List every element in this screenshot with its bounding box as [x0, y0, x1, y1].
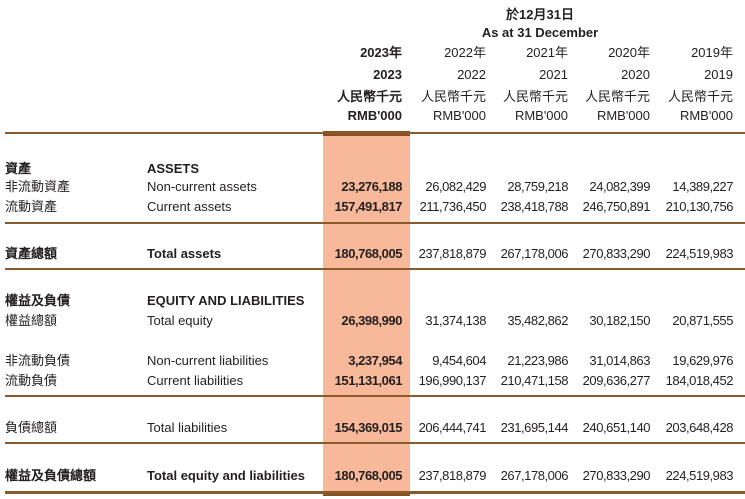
header-year-zh: 2022年 [444, 45, 486, 60]
cell-value: 231,695,144 [500, 420, 569, 435]
row-label-en: Current liabilities [147, 373, 244, 388]
cell-value: 270,833,290 [582, 246, 651, 261]
cell-value: 203,648,428 [665, 420, 734, 435]
row-label-zh: 權益及負債 [5, 293, 71, 308]
cell-value: 151,131,061 [334, 373, 403, 388]
header-unit-en: RMB'000 [679, 108, 733, 123]
cell-value: 210,471,158 [500, 373, 569, 388]
header-unit-en: RMB'000 [432, 108, 486, 123]
row-label-en: ASSETS [147, 161, 200, 176]
cell-value: 184,018,452 [665, 373, 734, 388]
rule [5, 222, 745, 224]
cell-value: 209,636,277 [582, 373, 651, 388]
row-label-en: Total assets [147, 246, 222, 261]
cell-value: 246,750,891 [582, 199, 651, 214]
row-label-zh: 權益及負債總額 [5, 468, 97, 483]
row-label-zh: 資產 [5, 161, 32, 176]
cell-value: 9,454,604 [432, 353, 486, 368]
cell-value: 210,130,756 [665, 199, 734, 214]
row-label-zh: 流動資產 [5, 199, 58, 214]
header-year-zh: 2023年 [360, 45, 402, 60]
cell-value: 23,276,188 [341, 179, 402, 194]
row-label-en: Total equity and liabilities [147, 468, 305, 483]
cell-value: 270,833,290 [582, 468, 651, 483]
cell-value: 21,223,986 [507, 353, 568, 368]
cell-value: 240,651,140 [582, 420, 651, 435]
rule [5, 268, 745, 270]
row-label-zh: 非流動資產 [5, 179, 71, 194]
header-unit-zh: 人民幣千元 [420, 89, 486, 104]
rule [5, 442, 745, 444]
cell-value: 267,178,006 [500, 246, 569, 261]
rule [5, 132, 745, 134]
header-year: 2019 [704, 67, 733, 82]
cell-value: 206,444,741 [418, 420, 487, 435]
date-en: As at 31 December [481, 25, 599, 40]
header-year: 2021 [539, 67, 568, 82]
cell-value: 154,369,015 [334, 420, 403, 435]
header-unit-zh: 人民幣千元 [502, 89, 568, 104]
cell-value: 24,082,399 [589, 179, 650, 194]
row-label-en: Non-current assets [147, 179, 257, 194]
date-zh: 於12月31日 [506, 7, 574, 22]
cell-value: 224,519,983 [665, 468, 734, 483]
row-label-en: Total liabilities [147, 420, 228, 435]
cell-value: 35,482,862 [507, 313, 568, 328]
header-unit-zh: 人民幣千元 [667, 89, 733, 104]
highlight-column-2023 [323, 133, 410, 495]
cell-value: 3,237,954 [348, 353, 402, 368]
row-label-en: Non-current liabilities [147, 353, 269, 368]
cell-value: 237,818,879 [418, 246, 487, 261]
header-unit-zh: 人民幣千元 [584, 89, 650, 104]
header-year: 2022 [457, 67, 486, 82]
row-label-zh: 非流動負債 [5, 353, 71, 368]
header-year-zh: 2019年 [691, 45, 733, 60]
cell-value: 31,014,863 [589, 353, 650, 368]
row-label-zh: 資產總額 [5, 246, 58, 261]
row-label-zh: 權益總額 [5, 313, 58, 328]
header-year-zh: 2020年 [608, 45, 650, 60]
row-label-en: Total equity [147, 313, 213, 328]
cell-value: 14,389,227 [672, 179, 733, 194]
cell-value: 238,418,788 [500, 199, 569, 214]
cell-value: 30,182,150 [589, 313, 650, 328]
cell-value: 211,736,450 [419, 199, 487, 214]
header-year: 2023 [373, 67, 402, 82]
cell-value: 19,629,976 [672, 353, 733, 368]
rule [5, 491, 745, 494]
header-year-zh: 2021年 [526, 45, 568, 60]
header-unit-en: RMB'000 [596, 108, 650, 123]
cell-value: 196,990,137 [418, 373, 487, 388]
cell-value: 26,082,429 [425, 179, 486, 194]
cell-value: 267,178,006 [500, 468, 569, 483]
cell-value: 157,491,817 [334, 199, 403, 214]
cell-value: 224,519,983 [665, 246, 734, 261]
cell-value: 20,871,555 [672, 313, 733, 328]
header-unit-en: RMB'000 [514, 108, 568, 123]
cell-value: 180,768,005 [334, 246, 403, 261]
row-label-zh: 負債總額 [5, 420, 58, 435]
cell-value: 26,398,990 [341, 313, 402, 328]
header-unit-zh: 人民幣千元 [336, 89, 402, 104]
row-label-en: Current assets [147, 199, 232, 214]
rule [5, 395, 745, 397]
header-unit-en: RMB'000 [347, 108, 402, 123]
cell-value: 31,374,138 [425, 313, 486, 328]
row-label-zh: 流動負債 [5, 373, 58, 388]
cell-value: 237,818,879 [418, 468, 487, 483]
cell-value: 28,759,218 [507, 179, 568, 194]
row-label-en: EQUITY AND LIABILITIES [147, 293, 305, 308]
cell-value: 180,768,005 [334, 468, 403, 483]
header-year: 2020 [621, 67, 650, 82]
